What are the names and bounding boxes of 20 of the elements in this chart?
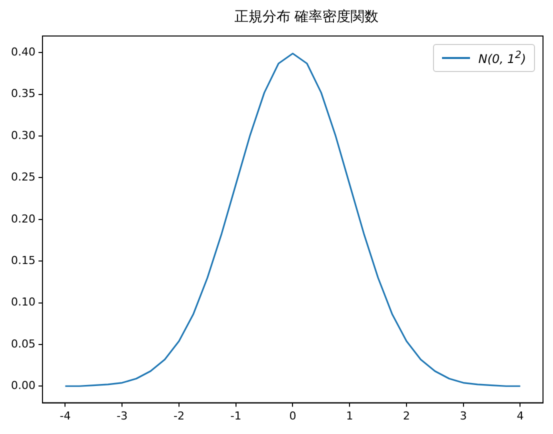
y-tick-label: 0.25 bbox=[10, 170, 36, 184]
chart-title: 正規分布 確率密度関数 bbox=[233, 8, 380, 26]
x-tick-label: -1 bbox=[230, 409, 242, 422]
y-tick-label: 0.15 bbox=[10, 254, 36, 267]
legend-label: N(0, 1$^{2}$) bbox=[478, 50, 526, 66]
x-tick-label: -2 bbox=[174, 409, 184, 422]
y-tick-label: 0.35 bbox=[10, 87, 36, 100]
y-tick-label: 0.20 bbox=[10, 212, 36, 226]
x-tick-label: 0 bbox=[289, 409, 296, 422]
x-tick-label: 3 bbox=[460, 409, 467, 422]
y-tick-label: 0.40 bbox=[10, 46, 36, 59]
x-tick-label: -3 bbox=[116, 409, 128, 422]
x-tick-label: 4 bbox=[516, 409, 524, 422]
x-tick-label: 2 bbox=[403, 409, 410, 422]
y-tick-label: 0.10 bbox=[10, 296, 36, 309]
y-tick-label: 0.05 bbox=[10, 337, 36, 350]
x-tick-label: -4 bbox=[60, 409, 71, 422]
x-tick-label: 1 bbox=[346, 409, 354, 422]
y-tick-label: 0.00 bbox=[10, 378, 36, 392]
y-tick-label: 0.30 bbox=[10, 128, 36, 142]
